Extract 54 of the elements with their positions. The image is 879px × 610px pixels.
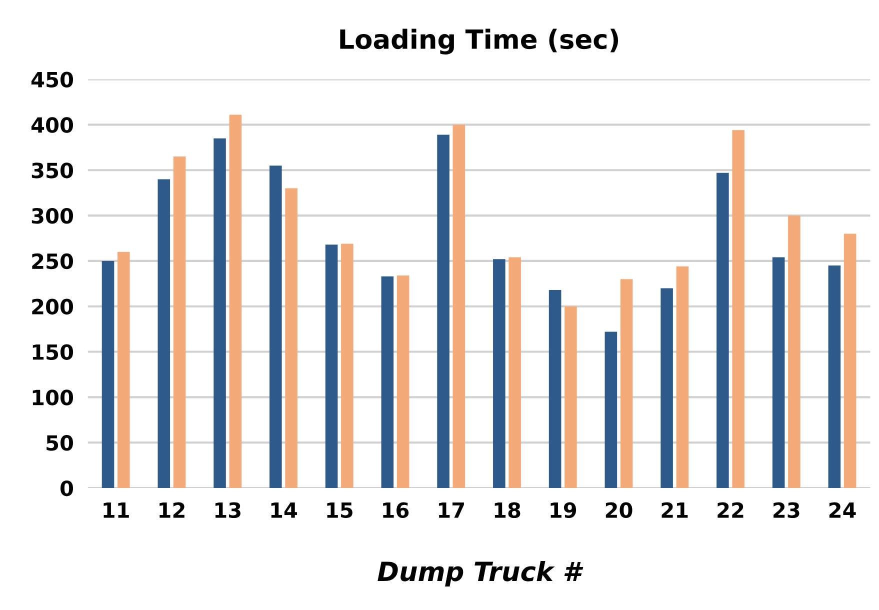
bar — [828, 265, 841, 488]
x-tick-label: 22 — [718, 502, 744, 518]
bar — [772, 257, 785, 488]
y-tick-label: 100 — [32, 390, 74, 406]
x-tick-label: 19 — [550, 502, 576, 518]
y-tick-label: 400 — [31, 117, 74, 133]
x-axis-title: Dump Truck # — [378, 560, 584, 586]
x-tick-label: 13 — [215, 502, 240, 518]
bar — [229, 114, 242, 488]
bar — [381, 276, 394, 488]
y-tick-label: 0 — [60, 480, 74, 496]
bar — [676, 266, 689, 488]
bar — [564, 306, 577, 488]
y-tick-label: 300 — [32, 208, 74, 224]
bar — [604, 332, 618, 488]
bar — [844, 234, 856, 488]
y-tick-label: 50 — [46, 435, 74, 451]
bar — [493, 259, 506, 488]
bar — [716, 172, 729, 488]
x-tick-label: 17 — [438, 502, 464, 518]
chart-title: Loading Time (sec) — [340, 28, 618, 54]
bar — [452, 124, 466, 488]
x-tick-label: 24 — [829, 502, 856, 518]
y-tick-label: 450 — [31, 72, 74, 88]
bar — [173, 156, 186, 488]
bar — [285, 188, 298, 488]
bar — [214, 138, 226, 488]
bar — [270, 166, 282, 488]
x-tick-label: 18 — [494, 502, 520, 518]
bar — [396, 275, 410, 488]
bar — [118, 252, 130, 488]
bar — [548, 290, 562, 488]
bar — [620, 279, 633, 488]
x-tick-label: 11 — [104, 502, 129, 518]
bar — [325, 244, 338, 488]
y-tick-label: 150 — [32, 344, 74, 360]
x-tick-label: 16 — [383, 502, 409, 518]
bar — [341, 244, 354, 488]
x-tick-label: 23 — [774, 502, 800, 518]
bar — [788, 216, 800, 488]
x-tick-label: 20 — [606, 502, 632, 518]
y-tick-label: 200 — [32, 298, 74, 315]
bar — [102, 260, 114, 488]
bar — [660, 288, 673, 488]
x-tick-label: 12 — [160, 502, 184, 518]
bar — [508, 257, 521, 488]
x-tick-label: 15 — [327, 502, 352, 518]
y-tick-label: 250 — [32, 253, 74, 270]
bar — [158, 179, 170, 488]
x-tick-label: 14 — [271, 502, 298, 518]
bar — [437, 134, 450, 488]
y-tick-label: 350 — [32, 162, 74, 178]
x-tick-label: 21 — [662, 502, 688, 518]
bar — [732, 130, 744, 488]
